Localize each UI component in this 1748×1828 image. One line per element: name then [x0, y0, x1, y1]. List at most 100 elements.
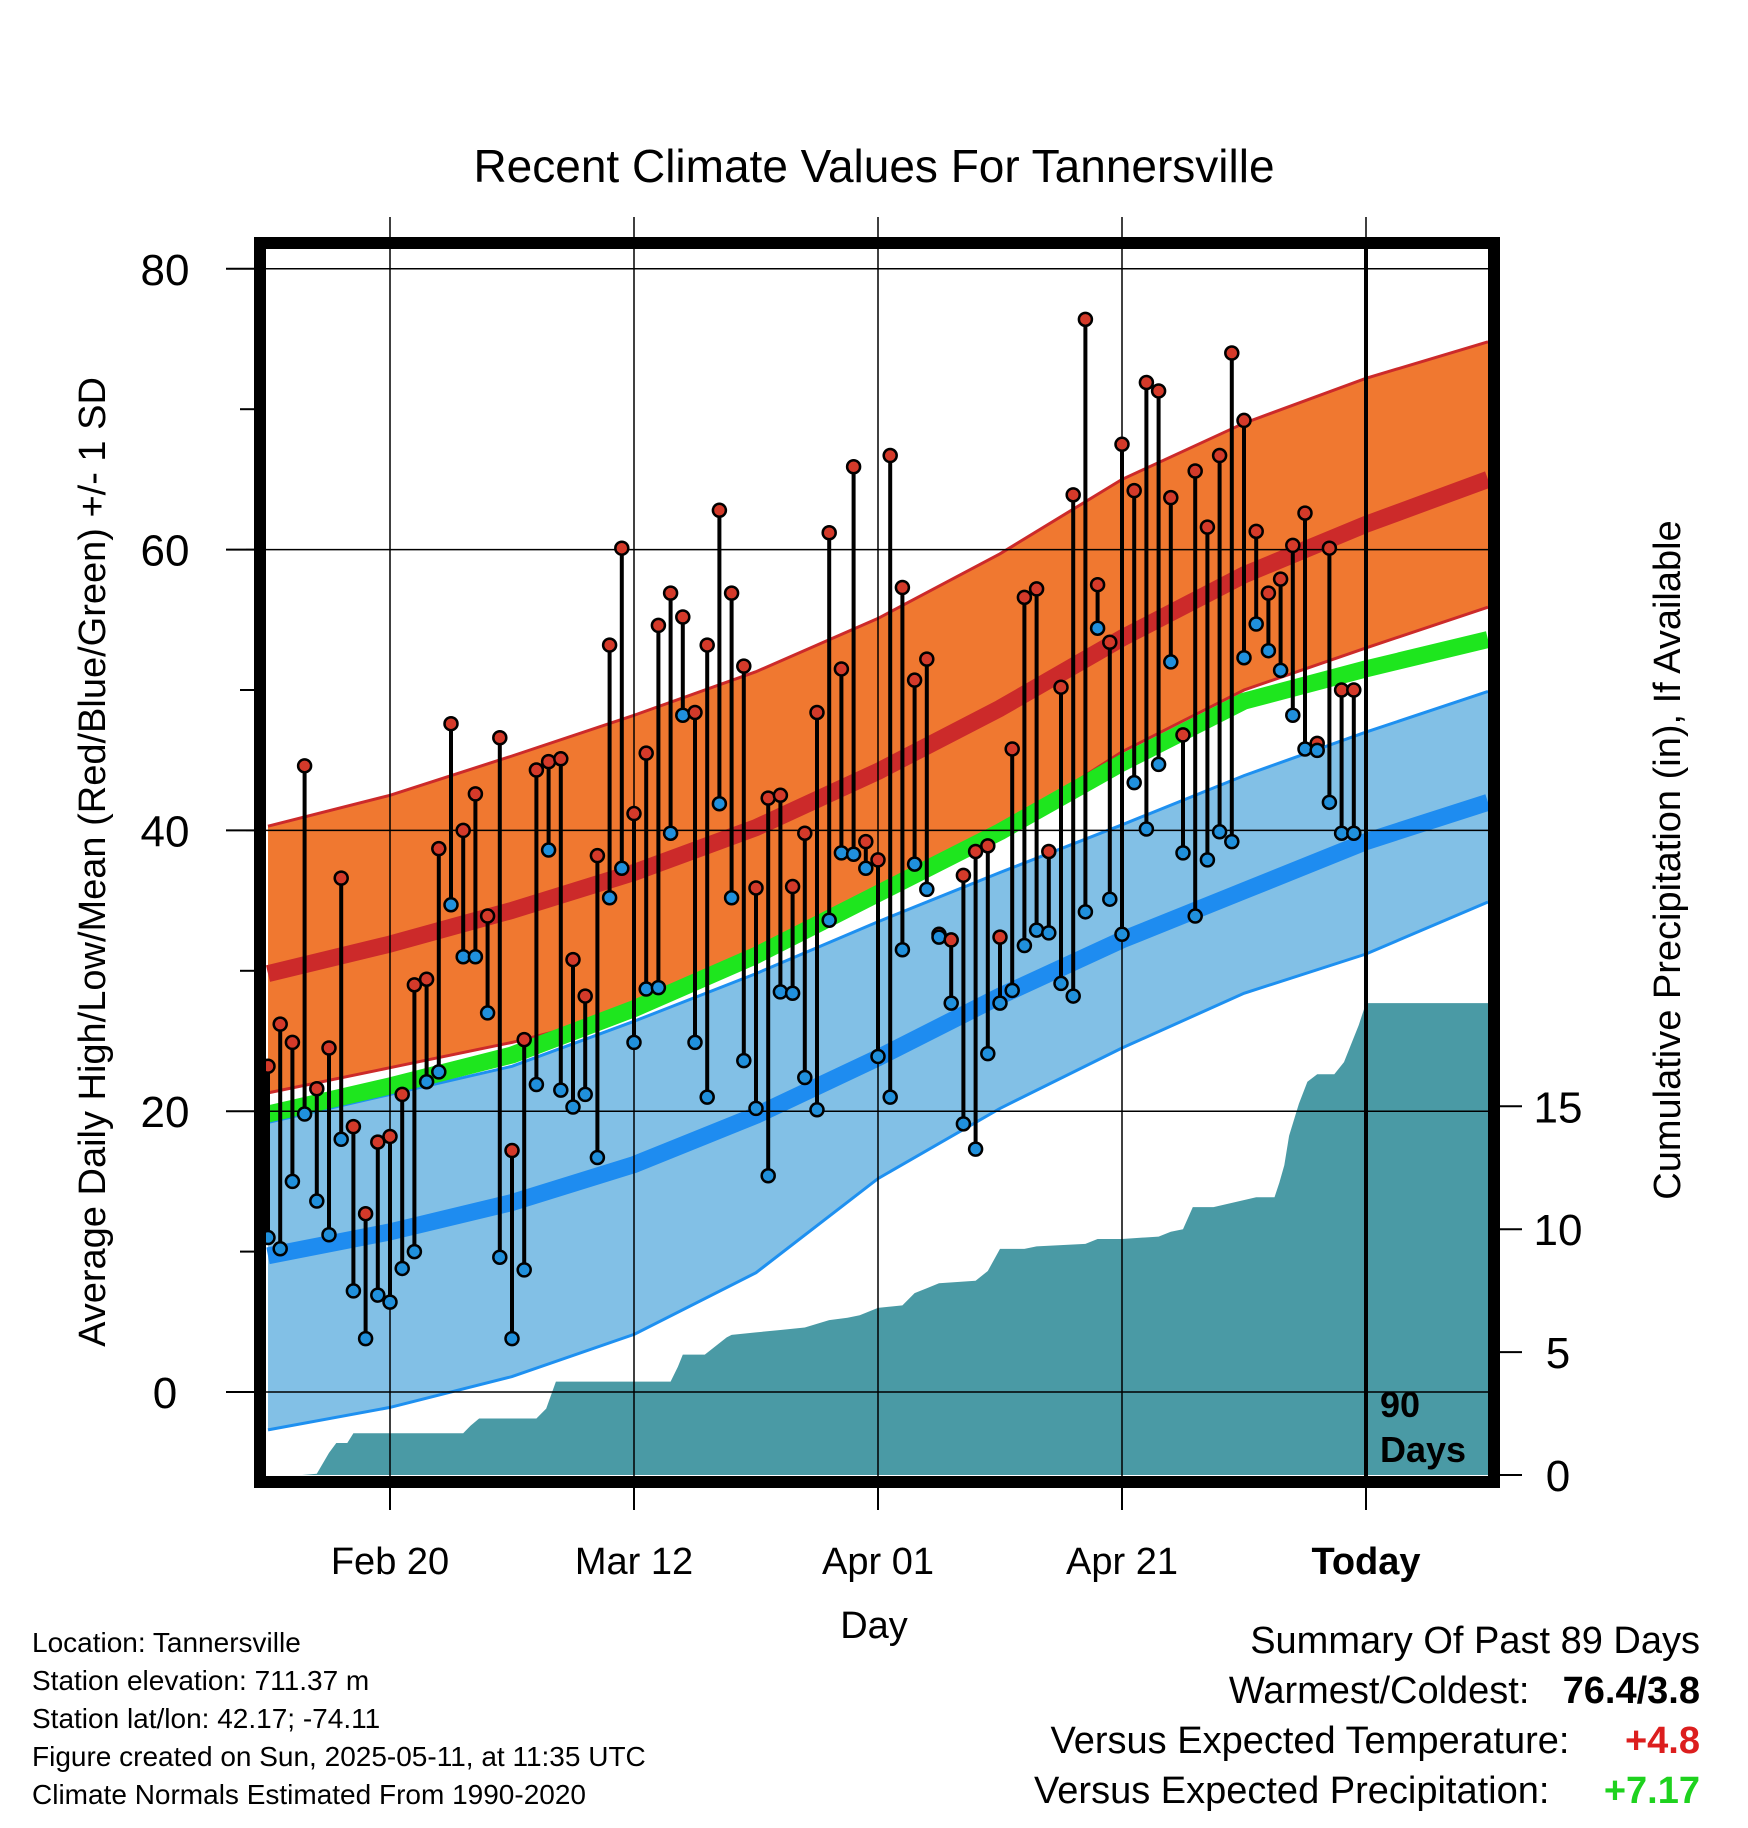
- x-tick-label: Apr 01: [822, 1541, 934, 1583]
- daily-high-point: [467, 786, 484, 802]
- daily-high-point: [784, 878, 801, 895]
- daily-low-point: [1065, 988, 1081, 1004]
- precip-label: Versus Expected Precipitation:: [1034, 1770, 1550, 1812]
- daily-high-point: [699, 637, 715, 653]
- precip-value: +7.17: [1603, 1770, 1700, 1812]
- daily-high-point: [943, 932, 959, 948]
- y-left-tick-label: 0: [153, 1369, 177, 1418]
- daily-high-point: [614, 540, 630, 556]
- daily-high-point: [528, 762, 545, 778]
- daily-low-point: [1163, 654, 1179, 670]
- daily-high-point: [431, 840, 447, 857]
- daily-high-point: [321, 1040, 337, 1056]
- daily-low-point: [394, 1260, 410, 1277]
- daily-high-point: [370, 1134, 386, 1150]
- daily-low-point: [540, 842, 557, 858]
- daily-low-point: [1016, 937, 1033, 954]
- daily-low-point: [931, 929, 947, 945]
- daily-high-point: [1065, 487, 1081, 503]
- daily-high-point: [845, 459, 862, 475]
- daily-high-point: [553, 751, 569, 767]
- daily-high-point: [894, 579, 911, 596]
- daily-low-point: [650, 979, 667, 996]
- daily-low-point: [955, 1116, 972, 1132]
- x-tick-label: Today: [1311, 1541, 1420, 1583]
- daily-high-point: [675, 609, 691, 625]
- daily-low-point: [1224, 833, 1240, 850]
- daily-low-point: [565, 1099, 581, 1115]
- daily-low-point: [772, 984, 789, 1000]
- daily-low-point: [272, 1241, 288, 1257]
- daily-high-point: [540, 753, 557, 770]
- daily-high-point: [760, 790, 776, 806]
- daily-low-point: [1150, 756, 1167, 773]
- daily-low-point: [626, 1034, 642, 1051]
- daily-low-point: [577, 1086, 593, 1103]
- daily-high-point: [870, 852, 886, 868]
- daily-high-point: [284, 1034, 301, 1051]
- daily-low-point: [1199, 852, 1216, 868]
- daily-low-point: [589, 1149, 606, 1166]
- daily-low-point: [382, 1294, 398, 1310]
- daily-low-point: [821, 912, 837, 929]
- daily-high-point: [1138, 374, 1155, 391]
- plot-frame: [254, 237, 1500, 1488]
- temp-value: +4.8: [1624, 1720, 1700, 1762]
- daily-low-point: [687, 1034, 703, 1051]
- daily-low-point: [1272, 662, 1289, 679]
- daily-high-point: [626, 805, 642, 822]
- daily-low-point: [370, 1287, 386, 1303]
- daily-low-point: [1236, 649, 1252, 666]
- daily-high-point: [638, 745, 654, 761]
- daily-low-point: [1187, 908, 1203, 924]
- daily-low-point: [736, 1052, 752, 1069]
- daily-high-point: [1211, 447, 1228, 464]
- daily-high-point: [272, 1016, 288, 1032]
- summary-title: Summary Of Past 89 Days: [1250, 1620, 1700, 1662]
- summary-warmest-row: Warmest/Coldest: 76.4/3.8: [1229, 1670, 1700, 1713]
- daily-high-point: [345, 1118, 362, 1135]
- daily-high-point: [1126, 482, 1142, 499]
- daily-high-point: [394, 1086, 410, 1103]
- daily-high-point: [1224, 345, 1240, 361]
- daily-low-point: [1248, 616, 1264, 632]
- daily-high-point: [516, 1031, 532, 1048]
- location-text: Location: Tannersville: [32, 1627, 301, 1658]
- daily-high-point: [1053, 679, 1069, 695]
- daily-low-point: [614, 860, 630, 877]
- y-right-tick-label: 5: [1546, 1329, 1570, 1378]
- axes: 0 20 40 60 80 0 5 10 15 Feb 20 Mar 12 Apr 01 Apr 21 T…: [141, 237, 1582, 1583]
- today-days-number: 90: [1380, 1384, 1420, 1425]
- daily-low-point: [870, 1048, 886, 1065]
- daily-high-point: [357, 1205, 374, 1222]
- daily-high-point: [601, 637, 618, 653]
- daily-high-point: [882, 447, 898, 464]
- daily-low-point: [321, 1227, 337, 1243]
- temp-label: Versus Expected Temperature:: [1050, 1720, 1570, 1762]
- daily-low-point: [345, 1283, 362, 1299]
- daily-low-point: [553, 1082, 569, 1098]
- daily-high-point: [418, 971, 435, 987]
- daily-low-point: [906, 856, 923, 872]
- daily-low-point: [1089, 620, 1106, 636]
- daily-high-point: [1297, 505, 1313, 521]
- daily-high-point: [711, 502, 728, 519]
- daily-high-point: [1114, 436, 1130, 453]
- daily-low-point: [1285, 707, 1301, 724]
- daily-high-point: [1260, 585, 1277, 601]
- y-left-tick-label: 60: [141, 527, 190, 576]
- daily-observations: [260, 311, 1362, 1347]
- daily-high-point: [723, 585, 740, 601]
- y-left-tick-label: 20: [141, 1088, 190, 1137]
- daily-low-point: [431, 1064, 447, 1080]
- daily-low-point: [858, 860, 874, 877]
- daily-high-point: [589, 847, 606, 864]
- daily-low-point: [1041, 925, 1057, 941]
- daily-low-point: [699, 1089, 715, 1105]
- created-text: Figure created on Sun, 2025-05-11, at 11…: [32, 1741, 646, 1772]
- daily-low-point: [845, 846, 862, 863]
- daily-low-point: [1260, 642, 1277, 659]
- daily-low-point: [919, 881, 935, 898]
- daily-low-point: [723, 890, 740, 906]
